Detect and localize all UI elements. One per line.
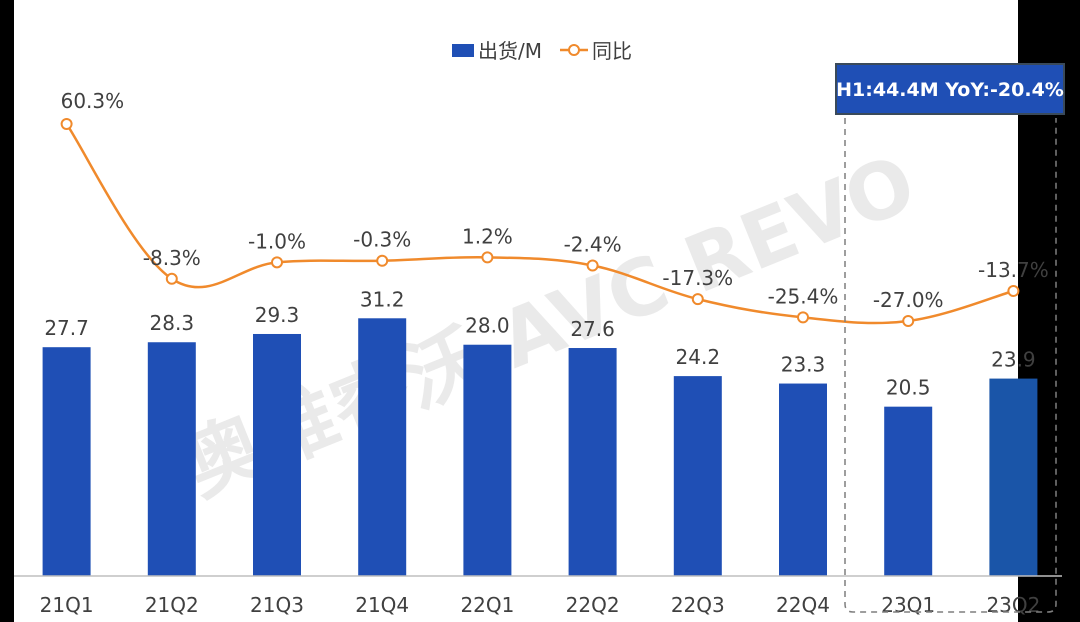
yoy-value-label: -8.3% bbox=[143, 246, 201, 270]
x-tick-label-21Q3: 21Q3 bbox=[250, 593, 304, 617]
x-tick-label-23Q2: 23Q2 bbox=[986, 593, 1040, 617]
bar-value-label: 20.5 bbox=[886, 376, 931, 400]
x-tick-label-22Q4: 22Q4 bbox=[776, 593, 830, 617]
yoy-value-label: -13.7% bbox=[978, 258, 1049, 282]
bar-value-label: 23.3 bbox=[781, 353, 826, 377]
yoy-point-22Q4 bbox=[797, 311, 809, 324]
data-labels: 27.7 28.3 29.3 31.2 28.0 27.6 24.2 23.3 20.5 23.9… bbox=[44, 89, 1048, 400]
yoy-point-23Q1 bbox=[902, 315, 915, 327]
bar-22Q3 bbox=[673, 376, 722, 576]
yoy-point-21Q4 bbox=[376, 254, 389, 267]
x-tick-label-22Q3: 22Q3 bbox=[671, 593, 725, 617]
legend-line-marker bbox=[568, 44, 580, 56]
bar-value-label: 27.6 bbox=[570, 317, 615, 341]
annotation-box bbox=[835, 63, 1065, 115]
yoy-point-21Q1 bbox=[60, 118, 73, 130]
bar-value-label: 28.3 bbox=[150, 311, 195, 335]
bar-23Q2 bbox=[989, 378, 1038, 576]
yoy-value-label: -25.4% bbox=[768, 284, 839, 308]
legend-bar-label: 出货/M bbox=[478, 39, 542, 63]
bar-23Q1 bbox=[884, 406, 933, 576]
bar-value-label: 28.0 bbox=[465, 314, 510, 338]
yoy-line bbox=[65, 123, 1014, 325]
yoy-point-21Q2 bbox=[165, 272, 178, 285]
x-tick-label-21Q2: 21Q2 bbox=[145, 593, 199, 617]
bar-value-label: 31.2 bbox=[360, 287, 405, 311]
x-tick-label-23Q1: 23Q1 bbox=[881, 593, 935, 617]
yoy-value-label: -17.3% bbox=[662, 266, 733, 290]
yoy-value-label: -2.4% bbox=[564, 232, 622, 256]
bar-21Q3 bbox=[253, 333, 301, 576]
x-tick-label-22Q1: 22Q1 bbox=[460, 593, 514, 617]
annotation-bracket bbox=[844, 118, 1057, 613]
bar-22Q4 bbox=[779, 383, 827, 576]
yoy-value-label: 60.3% bbox=[61, 89, 125, 113]
yoy-point-22Q2 bbox=[586, 259, 599, 272]
yoy-line-group bbox=[60, 118, 1020, 327]
bar-22Q2 bbox=[568, 348, 617, 576]
legend-line-label: 同比 bbox=[592, 39, 632, 63]
yoy-value-label: -1.0% bbox=[248, 229, 306, 253]
x-axis: 21Q1 21Q2 21Q3 21Q4 22Q1 22Q2 22Q3 22Q4 23Q1 23Q2 bbox=[14, 575, 1062, 617]
legend: 出货/M 同比 bbox=[452, 39, 632, 63]
yoy-point-23Q2 bbox=[1007, 284, 1020, 297]
bar-21Q2 bbox=[147, 342, 196, 576]
yoy-point-21Q3 bbox=[271, 256, 283, 269]
bar-22Q1 bbox=[463, 344, 512, 576]
bar-value-label: 29.3 bbox=[255, 303, 300, 327]
x-tick-label-21Q1: 21Q1 bbox=[40, 593, 94, 617]
h1-annotation: H1:44.4M YoY:-20.4% bbox=[835, 63, 1065, 613]
bar-value-label: 24.2 bbox=[676, 345, 721, 369]
yoy-point-22Q1 bbox=[481, 251, 494, 264]
bar-value-label: 27.7 bbox=[44, 316, 89, 340]
x-tick-label-22Q2: 22Q2 bbox=[566, 593, 620, 617]
bars bbox=[42, 318, 1038, 576]
yoy-value-label: 1.2% bbox=[462, 224, 513, 248]
bar-21Q1 bbox=[42, 347, 91, 576]
yoy-value-label: -0.3% bbox=[353, 228, 411, 252]
x-tick-label-21Q4: 21Q4 bbox=[355, 593, 409, 617]
annotation-text: H1:44.4M YoY:-20.4% bbox=[836, 79, 1064, 101]
legend-bar-swatch bbox=[452, 44, 474, 57]
yoy-value-label: -27.0% bbox=[873, 288, 944, 312]
bar-21Q4 bbox=[358, 318, 407, 576]
bar-value-label: 23.9 bbox=[991, 348, 1036, 372]
yoy-point-22Q3 bbox=[691, 293, 704, 306]
